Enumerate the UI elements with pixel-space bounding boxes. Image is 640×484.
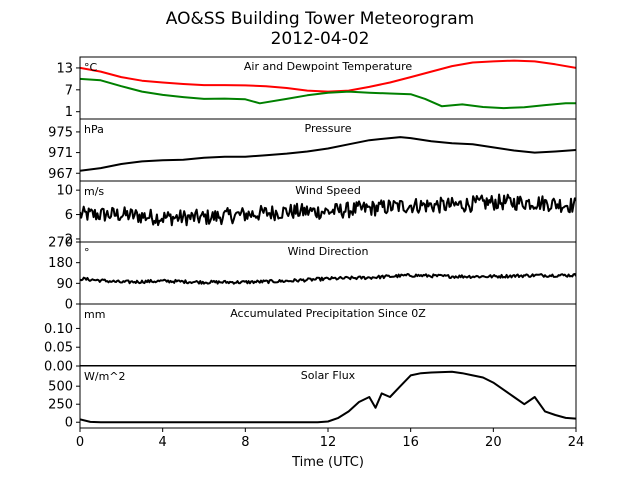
panel-6-ytick-label: 250 bbox=[48, 398, 73, 413]
panel-4-title: Wind Direction bbox=[288, 245, 369, 258]
panel-1-ytick-label: 1 bbox=[65, 105, 73, 120]
panel-3-unit: m/s bbox=[84, 185, 104, 198]
xtick-label: 8 bbox=[241, 435, 249, 450]
panel-5-ytick-label: 0.10 bbox=[44, 322, 73, 337]
figure-title-line2: 2012-04-02 bbox=[271, 29, 370, 49]
xtick-label: 12 bbox=[320, 435, 337, 450]
panel-2: 967 971 975 hPa Pressure bbox=[48, 118, 577, 182]
panel-3-ytick-label: 2 bbox=[65, 232, 73, 247]
panel-4-ytick-label: 270 bbox=[48, 236, 73, 251]
panel-3-series-1 bbox=[80, 193, 576, 227]
panel-1: 1 7 13 °C Air and Dewpoint Temperature bbox=[56, 56, 577, 120]
xtick-label: 20 bbox=[485, 435, 502, 450]
x-axis-label: Time (UTC) bbox=[291, 455, 364, 470]
panel-4-series-1 bbox=[80, 273, 576, 285]
figure-title-line1: AO&SS Building Tower Meteorogram bbox=[166, 9, 474, 29]
panel-6-title: Solar Flux bbox=[301, 369, 356, 382]
xtick-label: 4 bbox=[159, 435, 167, 450]
panel-4-ytick-label: 180 bbox=[48, 256, 73, 271]
panel-4-ytick-label: 0 bbox=[65, 298, 73, 313]
xtick-label: 24 bbox=[568, 435, 585, 450]
panel-1-ytick-label: 7 bbox=[65, 83, 73, 98]
panel-2-title: Pressure bbox=[305, 122, 352, 135]
panel-4: 0 90 180 270 ° Wind Direction bbox=[48, 236, 577, 313]
panel-1-unit: °C bbox=[84, 61, 98, 74]
panel-5: 0.00 0.05 0.10 mm Accumulated Precipitation … bbox=[44, 303, 577, 375]
panel-2-series-1 bbox=[80, 136, 576, 172]
panel-3-ytick-label: 10 bbox=[56, 184, 73, 199]
panel-2-ytick-label: 975 bbox=[48, 125, 73, 140]
panel-6: 0 250 500 W/m^2 Solar Flux bbox=[48, 365, 577, 431]
panel-5-unit: mm bbox=[84, 308, 105, 321]
panel-5-title: Accumulated Precipitation Since 0Z bbox=[230, 307, 426, 320]
panel-6-ytick-label: 0 bbox=[65, 416, 73, 431]
xtick-label: 16 bbox=[402, 435, 419, 450]
xtick-label: 0 bbox=[76, 435, 84, 450]
panel-6-unit: W/m^2 bbox=[84, 370, 126, 383]
panels-group: 1 7 13 °C Air and Dewpoint Temperature 967 971… bbox=[44, 56, 577, 431]
panel-4-ytick-label: 90 bbox=[56, 277, 73, 292]
panel-1-series-1 bbox=[80, 59, 576, 93]
panel-2-ytick-label: 967 bbox=[48, 167, 73, 182]
panel-2-ytick-label: 971 bbox=[48, 146, 73, 161]
x-axis: 0 4 8 12 16 20 24 bbox=[76, 428, 584, 450]
panel-4-unit: ° bbox=[84, 246, 90, 259]
panel-1-title: Air and Dewpoint Temperature bbox=[244, 60, 412, 73]
panel-2-unit: hPa bbox=[84, 123, 104, 136]
panel-5-ytick-label: 0.00 bbox=[44, 360, 73, 375]
panel-6-series-1 bbox=[80, 370, 576, 424]
panel-6-ytick-label: 500 bbox=[48, 380, 73, 395]
panel-3-title: Wind Speed bbox=[295, 184, 361, 197]
panel-3-ytick-label: 6 bbox=[65, 208, 73, 223]
panel-5-ytick-label: 0.05 bbox=[44, 341, 73, 356]
panel-1-series-2 bbox=[80, 77, 576, 110]
panel-1-ytick-label: 13 bbox=[56, 61, 73, 76]
panel-3: 2 6 10 m/s Wind Speed bbox=[56, 180, 577, 247]
